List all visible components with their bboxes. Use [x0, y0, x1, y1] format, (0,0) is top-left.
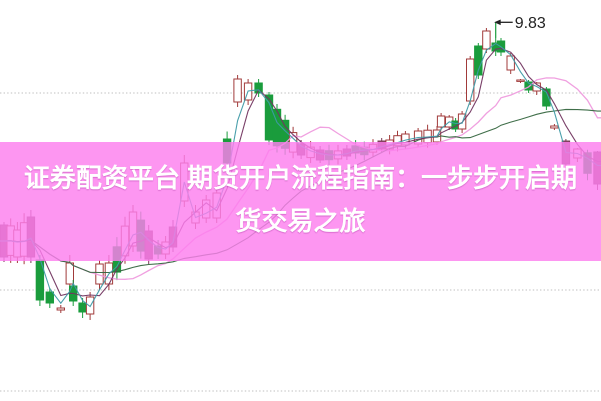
- svg-text:9.83: 9.83: [515, 15, 546, 32]
